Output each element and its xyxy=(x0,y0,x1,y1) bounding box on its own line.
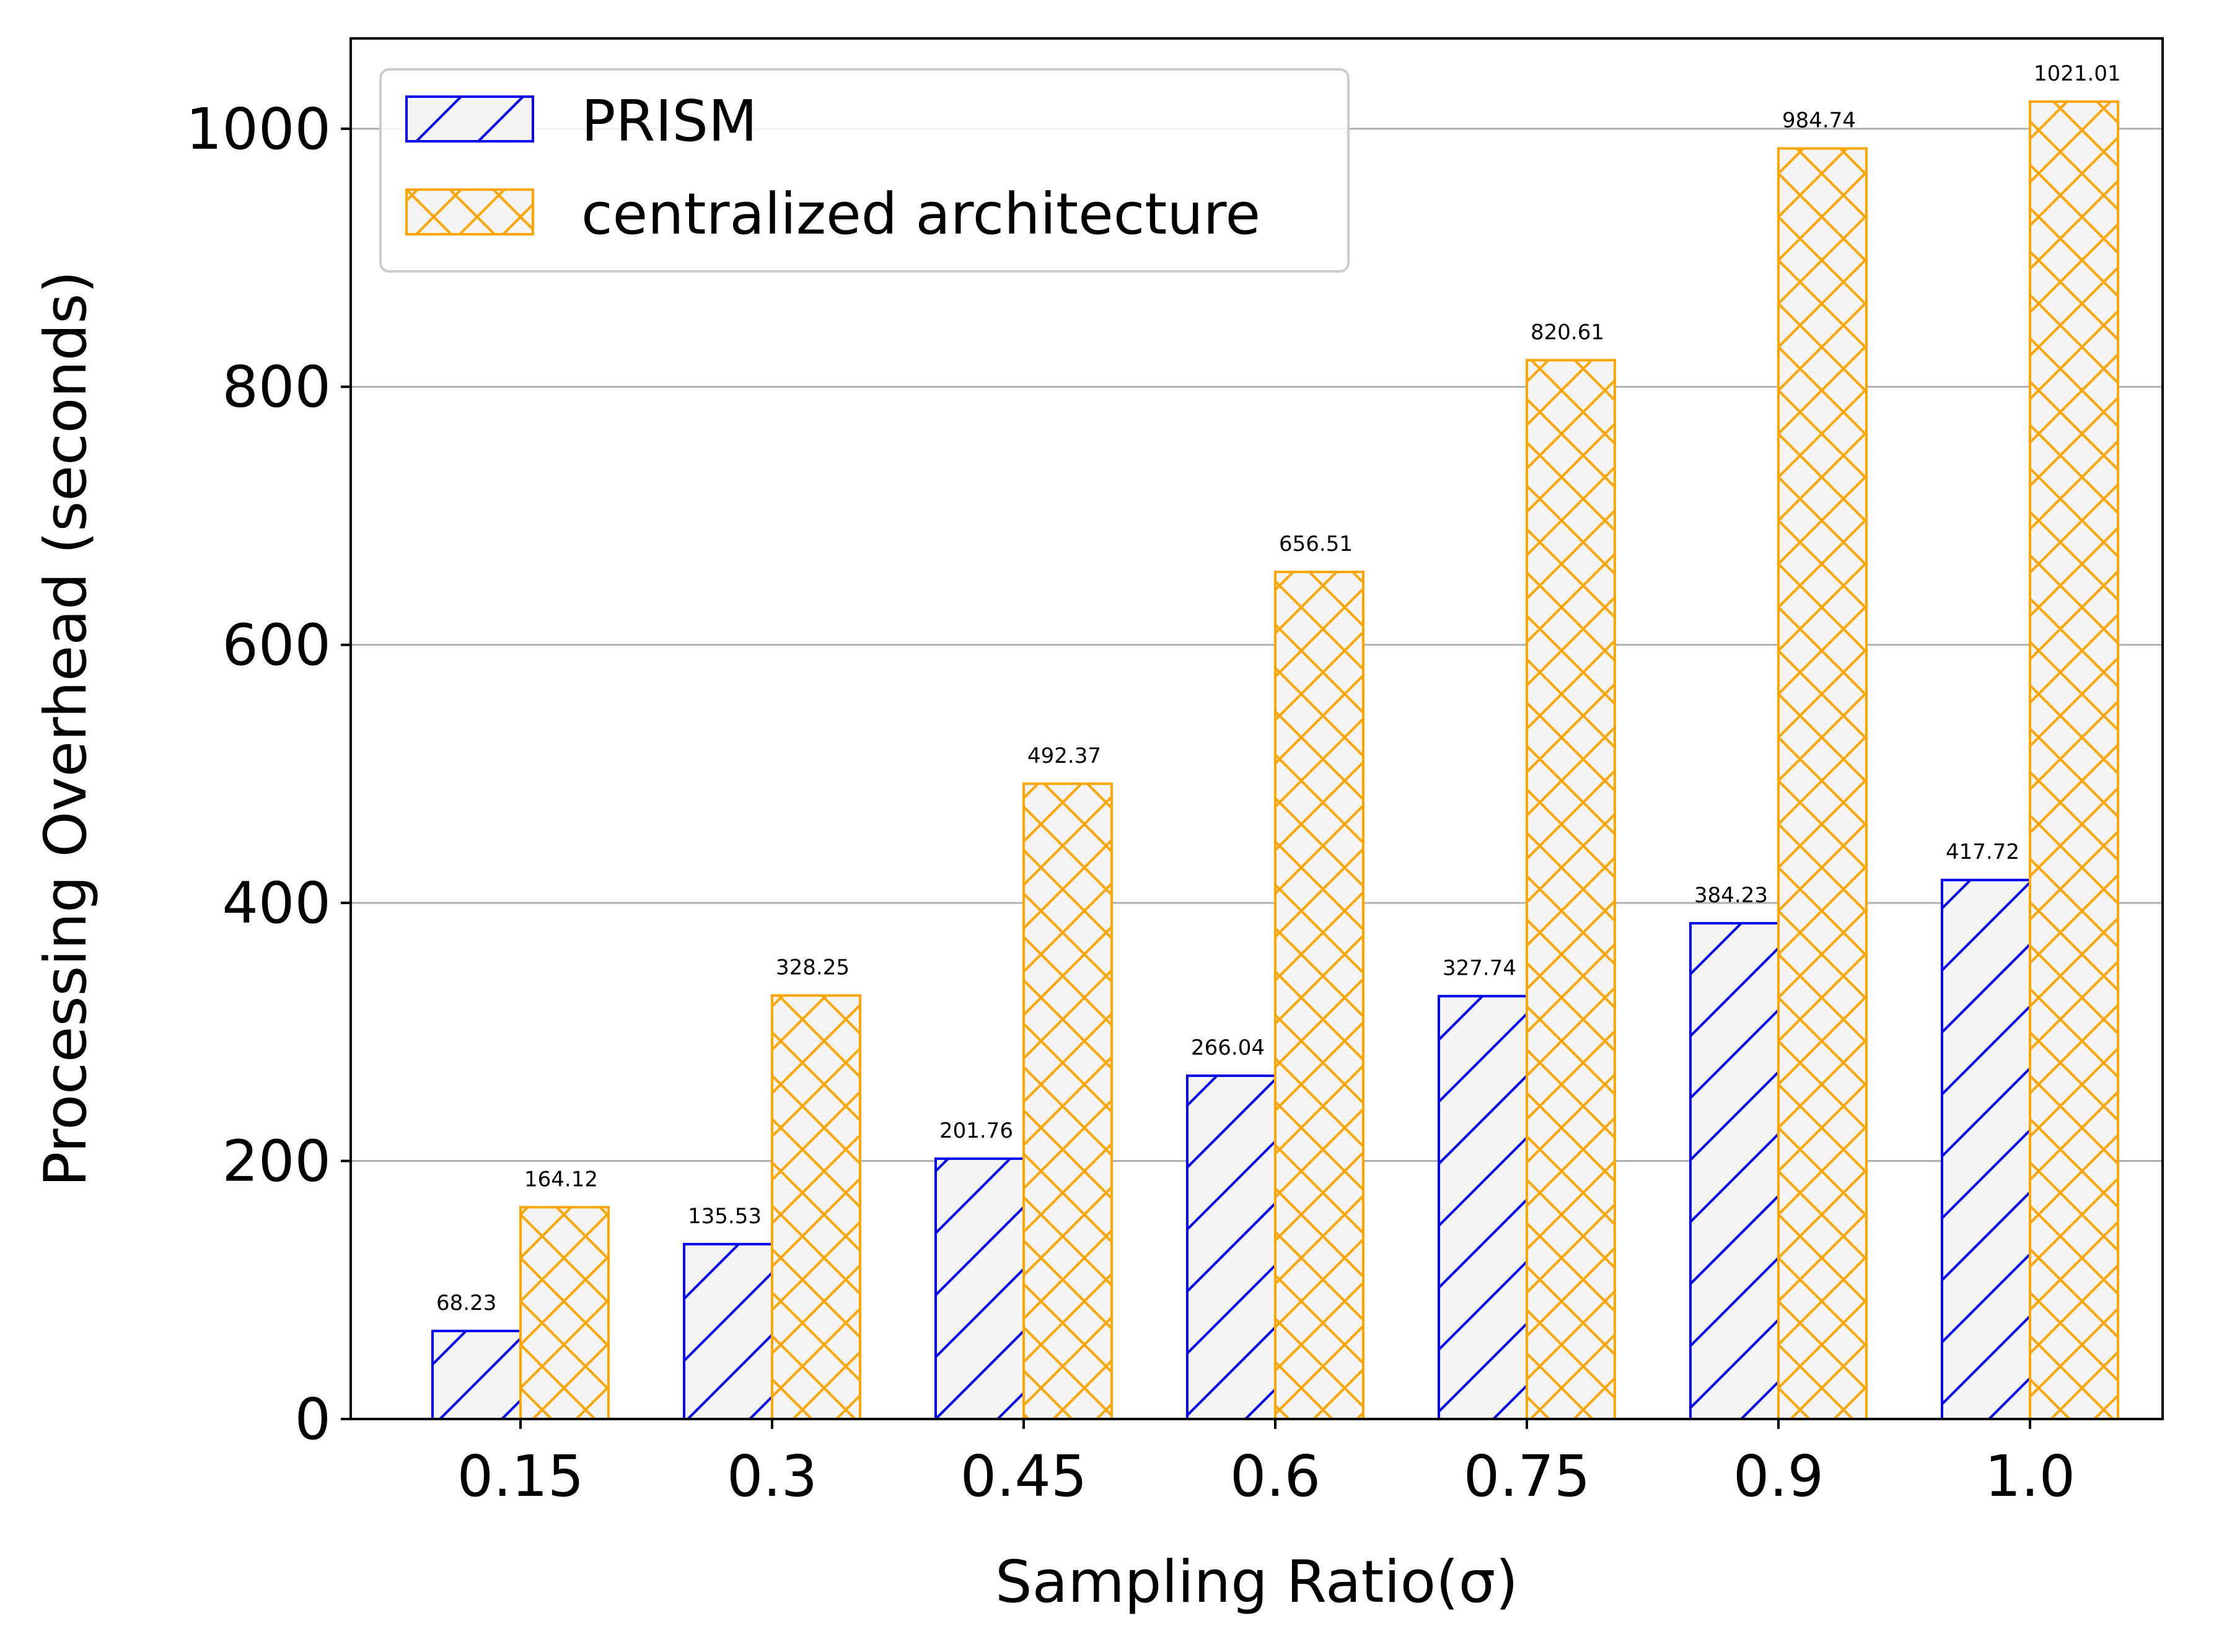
bar-label-prism-5: 384.23 xyxy=(1694,883,1768,908)
y-tick-label-0: 0 xyxy=(294,1386,331,1452)
bar-prism-3 xyxy=(1186,1074,1276,1420)
x-tick-label-0: 0.15 xyxy=(457,1443,584,1509)
bar-centralized-5 xyxy=(1777,147,1868,1421)
legend-label-prism: PRISM xyxy=(581,88,757,154)
legend: PRISM centralized architecture xyxy=(379,68,1350,273)
bar-label-prism-6: 417.72 xyxy=(1946,840,2019,864)
y-tick-label-1: 200 xyxy=(222,1128,331,1195)
bar-prism-6 xyxy=(1941,879,2031,1420)
bar-label-centralized-0: 164.12 xyxy=(524,1167,598,1192)
bar-label-centralized-2: 492.37 xyxy=(1027,744,1101,768)
plot-frame xyxy=(349,37,2164,1420)
y-tick-label-3: 600 xyxy=(222,612,331,679)
y-tick-label-4: 800 xyxy=(222,354,331,420)
x-tick-label-3: 0.6 xyxy=(1230,1443,1320,1509)
y-axis-ticks: 0 200 400 600 800 1000 xyxy=(186,96,351,1452)
bar-label-prism-0: 68.23 xyxy=(436,1291,496,1316)
bar-label-prism-1: 135.53 xyxy=(688,1204,762,1229)
bar-centralized-0 xyxy=(519,1206,610,1421)
bar-label-centralized-6: 1021.01 xyxy=(2034,61,2121,86)
bar-centralized-1 xyxy=(771,994,861,1421)
bar-prism-5 xyxy=(1689,921,1780,1421)
bar-value-labels: 68.23 164.12 135.53 328.25 201.76 492.37 266.0… xyxy=(436,61,2121,1316)
y-tick-label-5: 1000 xyxy=(186,96,331,162)
bar-prism-1 xyxy=(683,1242,773,1420)
bar-label-centralized-4: 820.61 xyxy=(1531,320,1604,345)
bar-prism-0 xyxy=(431,1329,522,1420)
bar-label-centralized-3: 656.51 xyxy=(1279,532,1353,556)
bar-prism-2 xyxy=(934,1157,1025,1420)
bar-label-prism-4: 327.74 xyxy=(1443,956,1516,981)
bar-centralized-2 xyxy=(1022,782,1113,1420)
legend-frame xyxy=(379,68,1350,273)
y-axis-title: Processing Overhead (seconds) xyxy=(32,271,100,1187)
bar-centralized-3 xyxy=(1274,570,1364,1420)
bar-centralized-4 xyxy=(1526,359,1616,1421)
grid-lines xyxy=(351,128,2163,1162)
bar-label-prism-2: 201.76 xyxy=(939,1118,1013,1143)
bar-label-centralized-1: 328.25 xyxy=(776,956,850,980)
x-tick-label-1: 0.3 xyxy=(727,1443,817,1509)
bar-label-prism-3: 266.04 xyxy=(1191,1035,1265,1060)
y-tick-label-2: 400 xyxy=(222,870,331,936)
x-tick-label-2: 0.45 xyxy=(960,1443,1087,1509)
x-tick-label-4: 0.75 xyxy=(1464,1443,1591,1509)
bar-label-centralized-5: 984.74 xyxy=(1782,108,1856,133)
legend-swatch-prism xyxy=(405,95,534,143)
x-tick-label-6: 1.0 xyxy=(1985,1443,2075,1509)
bar-centralized-6 xyxy=(2029,100,2119,1421)
bars xyxy=(431,100,2119,1421)
bar-prism-4 xyxy=(1438,995,1528,1420)
x-axis-ticks: 0.15 0.3 0.45 0.6 0.75 0.9 1.0 xyxy=(457,1419,2075,1509)
x-axis-title: Sampling Ratio(σ) xyxy=(995,1549,1518,1616)
legend-swatch-centralized xyxy=(405,188,534,235)
legend-label-centralized: centralized architecture xyxy=(581,181,1260,247)
x-tick-label-5: 0.9 xyxy=(1733,1443,1824,1509)
